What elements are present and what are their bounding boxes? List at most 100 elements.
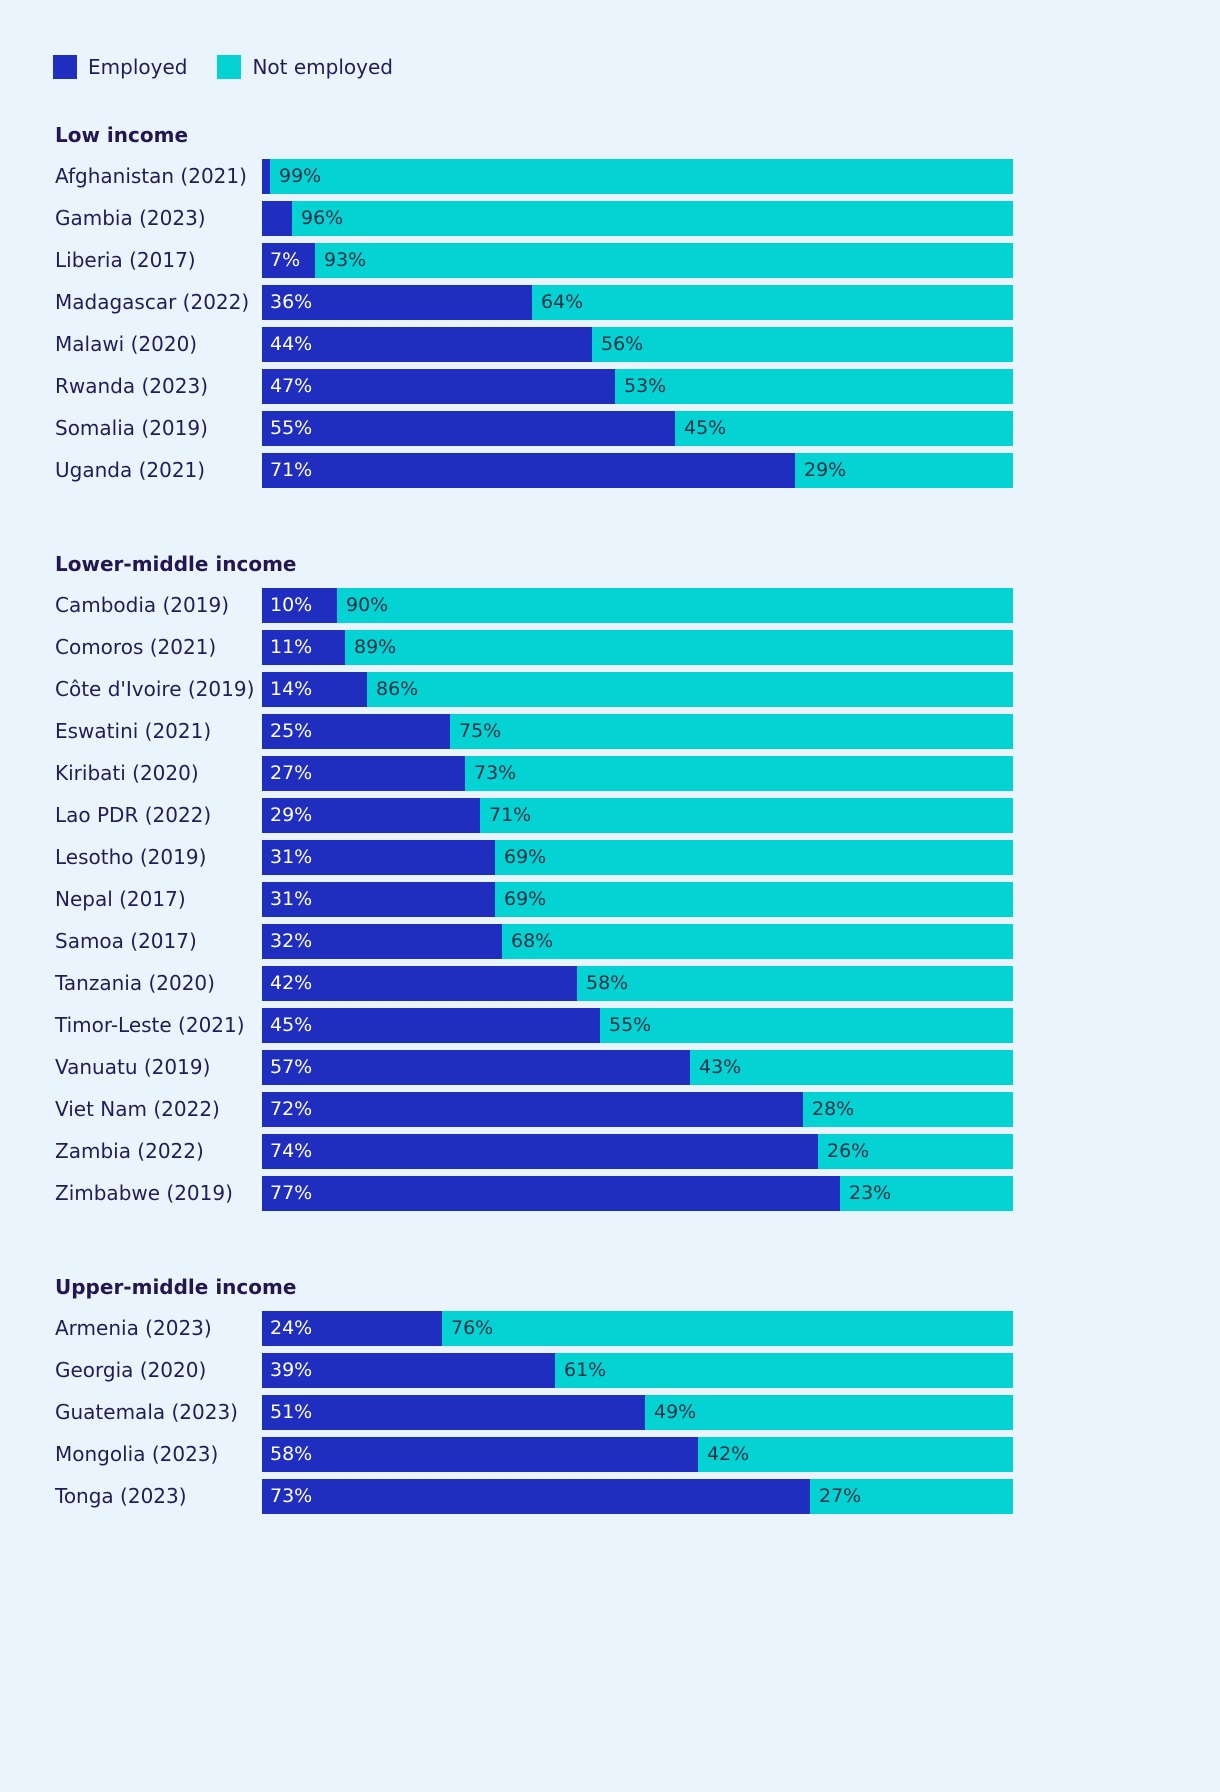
bar-segment-not-employed xyxy=(600,1008,1013,1043)
bar-segment-employed xyxy=(262,453,795,488)
data-label-not-employed: 45% xyxy=(684,417,727,439)
bar-row: Rwanda (2023) 47% 53% xyxy=(0,369,1067,404)
bar-segment-employed xyxy=(262,1395,645,1430)
bar-segment-employed xyxy=(262,1479,810,1514)
category-label: Rwanda (2023) xyxy=(55,374,208,398)
stacked-bar: 51% 49% xyxy=(262,1395,1013,1430)
bar-row: Liberia (2017) 7% 93% xyxy=(0,243,1067,278)
legend: Employed Not employed xyxy=(53,54,423,80)
bar-segment-not-employed xyxy=(502,924,1013,959)
bar-segment-employed xyxy=(262,588,337,623)
stacked-bar: 55% 45% xyxy=(262,411,1013,446)
data-label-employed: 58% xyxy=(270,1443,313,1465)
group-title: Low income xyxy=(55,123,189,147)
bar-segment-employed xyxy=(262,630,345,665)
bar-segment-employed xyxy=(262,1050,690,1085)
bar-segment-employed xyxy=(262,243,315,278)
category-label: Tanzania (2020) xyxy=(55,971,215,995)
bar-row: Lesotho (2019) 31% 69% xyxy=(0,840,1067,875)
data-label-not-employed: 69% xyxy=(504,846,547,868)
stacked-bar: 29% 71% xyxy=(262,798,1013,833)
group-title: Upper-middle income xyxy=(55,1275,297,1299)
data-label-employed: 29% xyxy=(270,804,313,826)
category-label: Kiribati (2020) xyxy=(55,761,199,785)
data-label-employed: 71% xyxy=(270,459,313,481)
data-label-employed: 57% xyxy=(270,1056,313,1078)
data-label-employed: 27% xyxy=(270,762,313,784)
data-label-employed: 36% xyxy=(270,291,313,313)
data-label-not-employed: 99% xyxy=(279,165,322,187)
bar-segment-not-employed xyxy=(442,1311,1013,1346)
bar-segment-not-employed xyxy=(577,966,1013,1001)
bar-segment-not-employed xyxy=(465,756,1013,791)
bar-segment-not-employed xyxy=(345,630,1013,665)
category-label: Afghanistan (2021) xyxy=(55,164,247,188)
stacked-bar: 42% 58% xyxy=(262,966,1013,1001)
data-label-not-employed: 53% xyxy=(624,375,667,397)
category-label: Mongolia (2023) xyxy=(55,1442,219,1466)
stacked-bar: 14% 86% xyxy=(262,672,1013,707)
stacked-bar: 31% 69% xyxy=(262,840,1013,875)
data-label-employed: 39% xyxy=(270,1359,313,1381)
bar-row: Tanzania (2020) 42% 58% xyxy=(0,966,1067,1001)
category-label: Guatemala (2023) xyxy=(55,1400,238,1424)
data-label-not-employed: 76% xyxy=(451,1317,494,1339)
data-label-not-employed: 73% xyxy=(474,762,517,784)
stacked-bar: 44% 56% xyxy=(262,327,1013,362)
data-label-not-employed: 86% xyxy=(376,678,419,700)
bar-segment-not-employed xyxy=(292,201,1013,236)
category-label: Viet Nam (2022) xyxy=(55,1097,220,1121)
bar-row: Uganda (2021) 71% 29% xyxy=(0,453,1067,488)
bar-row: Georgia (2020) 39% 61% xyxy=(0,1353,1067,1388)
bar-row: Armenia (2023) 24% 76% xyxy=(0,1311,1067,1346)
category-label: Samoa (2017) xyxy=(55,929,197,953)
category-label: Tonga (2023) xyxy=(55,1484,187,1508)
category-label: Madagascar (2022) xyxy=(55,290,250,314)
category-label: Eswatini (2021) xyxy=(55,719,212,743)
category-label: Zambia (2022) xyxy=(55,1139,204,1163)
bar-segment-not-employed xyxy=(645,1395,1013,1430)
data-label-not-employed: 71% xyxy=(489,804,532,826)
bar-segment-employed xyxy=(262,714,450,749)
bar-row: Zambia (2022) 74% 26% xyxy=(0,1134,1067,1169)
group-title: Lower-middle income xyxy=(55,552,297,576)
bar-segment-not-employed xyxy=(592,327,1013,362)
legend-label-not-employed: Not employed xyxy=(252,55,393,79)
bar-segment-not-employed xyxy=(532,285,1013,320)
stacked-bar: 96% xyxy=(262,201,1013,236)
bar-segment-employed xyxy=(262,672,367,707)
data-label-employed: 47% xyxy=(270,375,313,397)
bar-segment-employed xyxy=(262,1092,803,1127)
stacked-bar: 11% 89% xyxy=(262,630,1013,665)
bar-segment-not-employed xyxy=(555,1353,1013,1388)
bar-row: Kiribati (2020) 27% 73% xyxy=(0,756,1067,791)
data-label-employed: 11% xyxy=(270,636,313,658)
stacked-bar: 27% 73% xyxy=(262,756,1013,791)
data-label-employed: 32% xyxy=(270,930,313,952)
stacked-bar: 7% 93% xyxy=(262,243,1013,278)
legend-item-not-employed: Not employed xyxy=(217,55,393,79)
stacked-bar: 57% 43% xyxy=(262,1050,1013,1085)
bar-row: Afghanistan (2021) 99% xyxy=(0,159,1067,194)
bar-row: Vanuatu (2019) 57% 43% xyxy=(0,1050,1067,1085)
category-label: Nepal (2017) xyxy=(55,887,186,911)
bar-row: Lao PDR (2022) 29% 71% xyxy=(0,798,1067,833)
bar-segment-not-employed xyxy=(795,453,1013,488)
bar-segment-employed xyxy=(262,840,495,875)
bar-row: Viet Nam (2022) 72% 28% xyxy=(0,1092,1067,1127)
category-label: Zimbabwe (2019) xyxy=(55,1181,233,1205)
data-label-employed: 10% xyxy=(270,594,313,616)
legend-swatch-not-employed xyxy=(217,55,242,79)
bar-row: Mongolia (2023) 58% 42% xyxy=(0,1437,1067,1472)
bar-segment-employed xyxy=(262,924,502,959)
data-label-not-employed: 27% xyxy=(819,1485,862,1507)
data-label-employed: 7% xyxy=(270,249,301,271)
data-label-employed: 73% xyxy=(270,1485,313,1507)
data-label-employed: 25% xyxy=(270,720,313,742)
category-label: Lao PDR (2022) xyxy=(55,803,212,827)
data-label-not-employed: 58% xyxy=(586,972,629,994)
bar-segment-employed xyxy=(262,1437,698,1472)
bar-segment-not-employed xyxy=(367,672,1013,707)
data-label-not-employed: 64% xyxy=(541,291,584,313)
data-label-employed: 14% xyxy=(270,678,313,700)
